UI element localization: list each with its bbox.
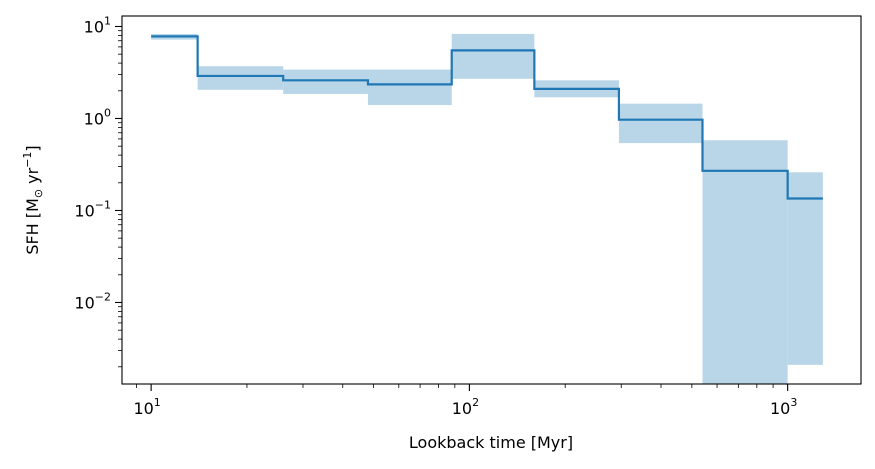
uncertainty-band-7 [618,103,703,144]
x-tick-label: 102 [452,396,479,418]
x-tick-label: 101 [133,396,160,418]
uncertainty-band-2 [197,66,284,90]
uncertainty-band-3 [283,69,368,94]
y-axis-label: SFH [M⊙ yr−1] [21,145,45,254]
y-tick-label: 10−2 [74,290,111,312]
uncertainty-band-8 [702,140,788,384]
sfh-step-line [151,35,823,200]
x-tick-label: 103 [770,396,797,418]
uncertainty-band-5 [451,33,535,79]
axis-ticks: 101 102 103 101 100 10−1 10−2 [74,14,797,418]
y-tick-label: 101 [84,14,111,36]
y-tick-label: 100 [84,106,111,128]
x-axis-label: Lookback time [Myr] [409,433,573,452]
uncertainty-band-4 [367,69,452,106]
plot-frame [121,15,862,385]
uncertainty-bands [151,33,823,384]
uncertainty-band-9 [787,172,823,365]
y-tick-label: 10−1 [74,198,111,220]
